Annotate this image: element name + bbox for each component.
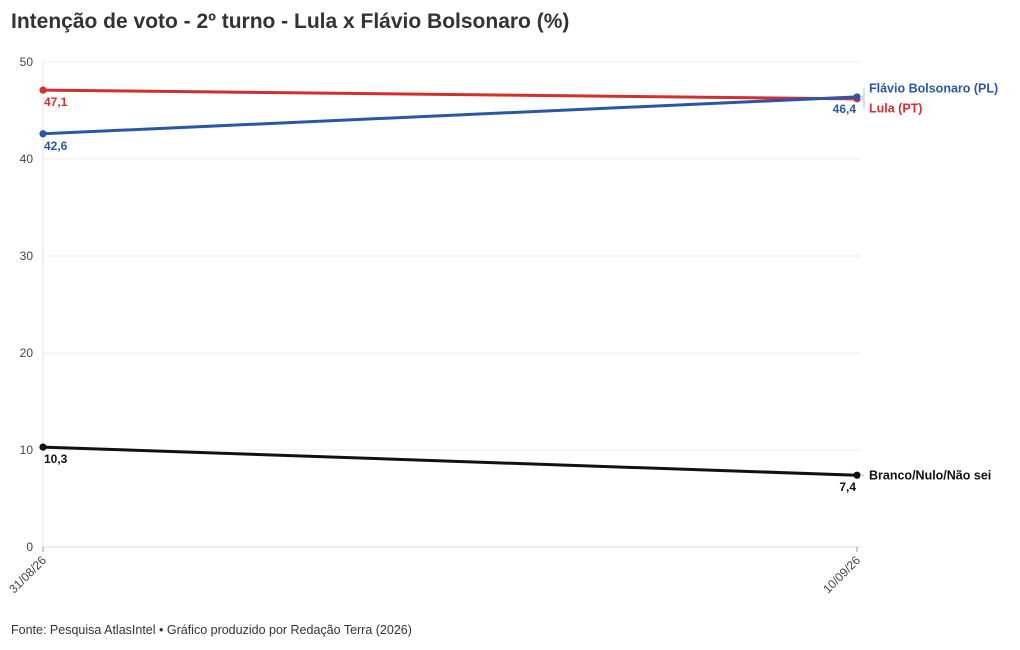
data-label: 46,4 bbox=[833, 102, 857, 116]
data-point bbox=[853, 471, 861, 479]
data-label: 10,3 bbox=[44, 452, 68, 466]
data-label: 42,6 bbox=[44, 139, 68, 153]
y-tick-label: 50 bbox=[20, 55, 34, 69]
y-tick-label: 20 bbox=[20, 346, 34, 360]
data-label: 47,1 bbox=[44, 95, 68, 109]
data-label: 7,4 bbox=[839, 480, 856, 494]
y-tick-label: 30 bbox=[20, 249, 34, 263]
legend-connector bbox=[860, 87, 865, 98]
series-line bbox=[41, 445, 859, 477]
legend-connector bbox=[860, 98, 865, 108]
data-point bbox=[39, 86, 47, 94]
legend-label: Lula (PT) bbox=[869, 101, 922, 115]
series-line bbox=[41, 88, 859, 101]
data-point bbox=[853, 93, 861, 101]
data-point bbox=[39, 443, 47, 451]
series-line bbox=[41, 95, 859, 136]
data-point bbox=[39, 130, 47, 138]
y-tick-label: 0 bbox=[26, 540, 33, 554]
y-tick-label: 40 bbox=[20, 152, 34, 166]
legend-label: Flávio Bolsonaro (PL) bbox=[869, 81, 998, 95]
y-tick-label: 10 bbox=[20, 443, 34, 457]
x-tick-label: 10/09/26 bbox=[820, 553, 863, 596]
x-tick-label: 31/08/26 bbox=[6, 553, 49, 596]
legend-label: Branco/Nulo/Não sei bbox=[869, 469, 991, 483]
chart-title: Intenção de voto - 2º turno - Lula x Flá… bbox=[11, 10, 570, 33]
source-footer: Fonte: Pesquisa AtlasIntel • Gráfico pro… bbox=[11, 623, 412, 637]
